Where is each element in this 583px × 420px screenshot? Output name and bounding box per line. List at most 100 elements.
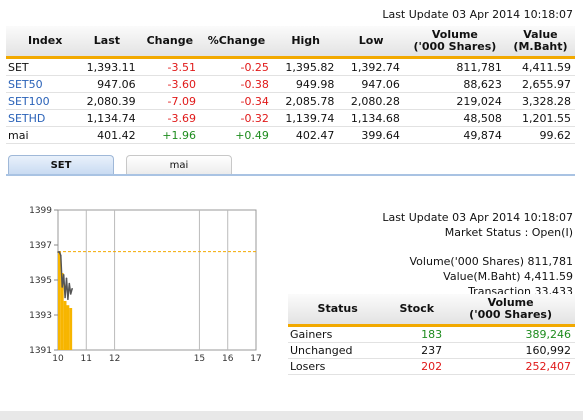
breadth-col-header: Stock	[387, 294, 447, 327]
market-cell-volume: 48,508	[403, 109, 506, 127]
market-row: SET50 947.06 -3.60 -0.38 949.98 947.06 88,623 2…	[6, 75, 575, 93]
index-link[interactable]: SETHD	[8, 111, 46, 125]
intraday-index-chart: 10 11 12 15 16 17 1399 1397 1395 1393 1391	[29, 206, 262, 361]
market-value: Value(M.Baht) 4,411.59	[443, 270, 573, 283]
market-cell-volume: 219,024	[403, 92, 506, 110]
x-tick-label: 15	[194, 354, 205, 361]
index-link[interactable]: SET50	[8, 77, 43, 91]
tab-set[interactable]: SET	[8, 155, 114, 174]
index-point	[69, 293, 72, 295]
market-cell-last: 2,080.39	[74, 92, 140, 110]
market-col-header: Low	[338, 26, 404, 59]
market-col-header: Last	[74, 26, 140, 59]
market-cell-volume: 811,781	[403, 57, 506, 76]
index-point	[65, 277, 68, 280]
y-tick-label: 1391	[29, 346, 52, 356]
market-cell-value: 3,328.28	[505, 92, 575, 110]
market-cell-change: -3.69	[139, 109, 200, 127]
y-tick-label: 1397	[29, 241, 52, 251]
market-cell-low: 947.06	[338, 75, 404, 93]
index-point	[58, 251, 61, 253]
market-cell-index: SET	[6, 57, 75, 76]
market-row: SETHD 1,134.74 -3.69 -0.32 1,139.74 1,134.68 4…	[6, 109, 575, 127]
index-point	[68, 282, 71, 285]
market-cell-high: 1,395.82	[272, 57, 339, 76]
market-cell-high: 1,139.74	[272, 109, 339, 127]
x-tick-label: 10	[52, 354, 64, 361]
market-cell-change: -3.51	[139, 57, 200, 76]
market-col-header: Change	[139, 26, 200, 59]
market-col-header: High	[272, 26, 339, 59]
market-cell-last: 1,134.74	[74, 109, 140, 127]
x-tick-label: 16	[222, 354, 234, 361]
y-tick-label: 1395	[29, 276, 52, 286]
breadth-col-header: Volume ('000 Shares)	[446, 294, 575, 327]
market-cell-low: 2,080.28	[338, 92, 404, 110]
market-cell-low: 1,134.68	[338, 109, 404, 127]
index-link[interactable]: SET100	[8, 94, 50, 108]
market-col-header: Volume ('000 Shares)	[403, 26, 506, 59]
volume-bar	[69, 308, 73, 350]
market-cell-pct: -0.38	[199, 75, 273, 93]
breadth-cell-status: Losers	[288, 358, 388, 375]
market-cell-value: 4,411.59	[505, 57, 575, 76]
market-cell-low: 399.64	[338, 126, 404, 144]
index-point	[57, 251, 59, 253]
market-index-table: Index Last Change %Change High Low Volume ('000…	[6, 26, 575, 144]
market-cell-volume: 49,874	[403, 126, 506, 144]
market-cell-change: -3.60	[139, 75, 200, 93]
market-breadth-table: Status Stock Volume ('000 Shares) Gainers 18…	[288, 294, 575, 375]
market-cell-pct: +0.49	[199, 126, 273, 144]
market-cell-high: 949.98	[272, 75, 339, 93]
market-row: SET 1,393.11 -3.51 -0.25 1,395.82 1,392.74 811…	[6, 57, 575, 76]
breadth-cell-status: Gainers	[288, 325, 388, 343]
index-point	[60, 254, 62, 257]
market-row: SET100 2,080.39 -7.09 -0.34 2,085.78 2,080.28…	[6, 92, 575, 110]
y-tick-label: 1393	[29, 311, 52, 321]
x-tick-label: 11	[81, 354, 92, 361]
index-point	[64, 296, 66, 299]
market-cell-index: SETHD	[6, 109, 75, 127]
last-update-label: Last Update 03 Apr 2014 10:18:07	[382, 8, 573, 21]
market-cell-index: SET50	[6, 75, 75, 93]
breadth-row: Losers 202 252,407	[288, 358, 575, 375]
market-cell-last: 947.06	[74, 75, 140, 93]
market-cell-pct: -0.34	[199, 92, 273, 110]
market-cell-high: 402.47	[272, 126, 339, 144]
market-cell-change: -7.09	[139, 92, 200, 110]
market-cell-value: 2,655.97	[505, 75, 575, 93]
breadth-cell-volume: 252,407	[446, 358, 575, 375]
breadth-col-header: Status	[288, 294, 388, 327]
footer-bar	[0, 411, 583, 420]
index-point	[71, 287, 73, 290]
volume-bar	[58, 252, 61, 350]
breadth-row: Gainers 183 389,246	[288, 325, 575, 343]
breadth-cell-status: Unchanged	[288, 342, 388, 359]
market-tabs: SET mai	[6, 155, 575, 176]
market-cell-low: 1,392.74	[338, 57, 404, 76]
tab-mai[interactable]: mai	[126, 155, 232, 174]
breadth-cell-stock: 183	[387, 325, 447, 343]
market-cell-change: +1.96	[139, 126, 200, 144]
tab-underline	[6, 174, 575, 176]
market-col-header: Value (M.Baht)	[505, 26, 575, 59]
breadth-cell-volume: 160,992	[446, 342, 575, 359]
market-row: mai 401.42 +1.96 +0.49 402.47 399.64 49,874 99.…	[6, 126, 575, 144]
index-point	[67, 298, 69, 301]
x-tick-label: 17	[250, 354, 261, 361]
plot-area	[57, 209, 257, 351]
market-cell-last: 401.42	[74, 126, 140, 144]
x-tick-label: 12	[109, 354, 120, 361]
volume-bar	[60, 273, 64, 350]
market-cell-high: 2,085.78	[272, 92, 339, 110]
breadth-cell-volume: 389,246	[446, 325, 575, 343]
breadth-cell-stock: 237	[387, 342, 447, 359]
market-status: Market Status : Open(I)	[444, 226, 573, 239]
market-cell-index: mai	[6, 126, 75, 144]
market-col-header: %Change	[199, 26, 273, 59]
market-cell-volume: 88,623	[403, 75, 506, 93]
y-tick-label: 1399	[29, 206, 52, 216]
market-cell-value: 1,201.55	[505, 109, 575, 127]
index-point	[61, 286, 64, 288]
breadth-cell-stock: 202	[387, 358, 447, 375]
